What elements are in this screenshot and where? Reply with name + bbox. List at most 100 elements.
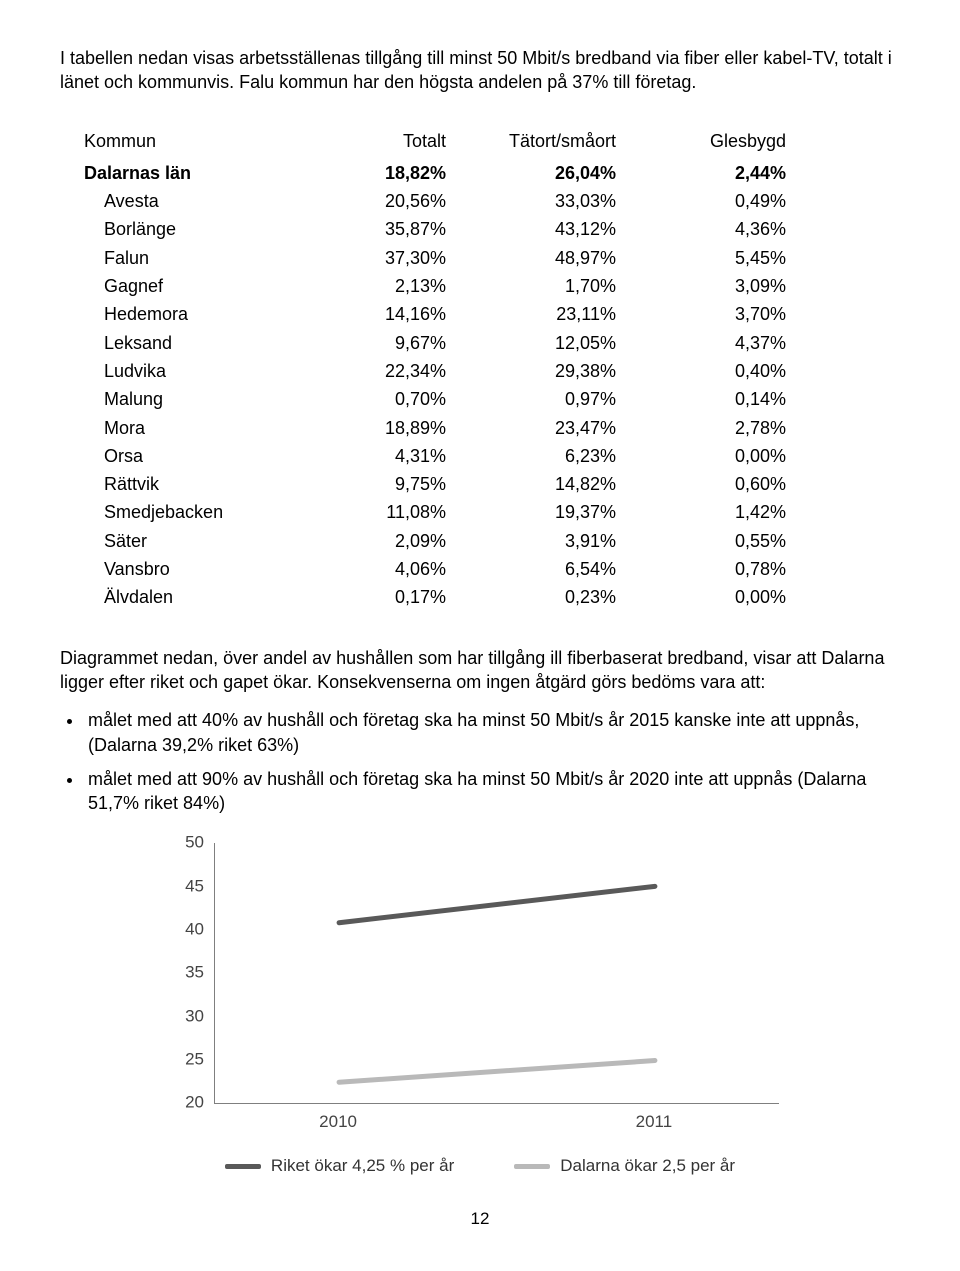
row-value: 35,87% [316, 215, 486, 243]
intro-paragraph: I tabellen nedan visas arbetsställenas t… [60, 46, 900, 95]
row-value: 5,45% [656, 244, 826, 272]
row-value: 23,11% [486, 300, 656, 328]
row-value: 0,14% [656, 385, 826, 413]
row-value: 0,97% [486, 385, 656, 413]
legend-swatch [514, 1164, 550, 1169]
chart-ytick-label: 30 [160, 1005, 204, 1028]
row-value: 48,97% [486, 244, 656, 272]
chart-series-line [339, 887, 655, 923]
legend-item: Dalarna ökar 2,5 per år [514, 1155, 735, 1178]
bullet-item: målet med att 40% av hushåll och företag… [84, 708, 900, 757]
row-value: 0,78% [656, 555, 826, 583]
row-value: 0,49% [656, 187, 826, 215]
chart-xtick-label: 2010 [319, 1111, 357, 1134]
table-header-row: Kommun Totalt Tätort/småort Glesbygd [84, 127, 826, 159]
table-row: Smedjebacken11,08%19,37%1,42% [84, 498, 826, 526]
row-value: 0,00% [656, 583, 826, 611]
row-value: 2,13% [316, 272, 486, 300]
row-value: 0,17% [316, 583, 486, 611]
row-value: 6,23% [486, 442, 656, 470]
table-row: Mora18,89%23,47%2,78% [84, 414, 826, 442]
row-value: 18,89% [316, 414, 486, 442]
row-value: 14,16% [316, 300, 486, 328]
row-value: 33,03% [486, 187, 656, 215]
table-row: Leksand9,67%12,05%4,37% [84, 329, 826, 357]
row-name: Avesta [84, 187, 316, 215]
row-value: 37,30% [316, 244, 486, 272]
row-name: Rättvik [84, 470, 316, 498]
row-value: 9,67% [316, 329, 486, 357]
table-row: Säter2,09%3,91%0,55% [84, 527, 826, 555]
legend-item: Riket ökar 4,25 % per år [225, 1155, 454, 1178]
row-value: 3,91% [486, 527, 656, 555]
row-value: 26,04% [486, 159, 656, 187]
table-row: Orsa4,31%6,23%0,00% [84, 442, 826, 470]
row-value: 0,40% [656, 357, 826, 385]
row-value: 11,08% [316, 498, 486, 526]
row-value: 22,34% [316, 357, 486, 385]
row-value: 23,47% [486, 414, 656, 442]
page-number: 12 [60, 1208, 900, 1231]
row-name: Malung [84, 385, 316, 413]
row-value: 3,09% [656, 272, 826, 300]
row-name: Orsa [84, 442, 316, 470]
legend-label: Riket ökar 4,25 % per år [271, 1155, 454, 1178]
row-value: 12,05% [486, 329, 656, 357]
chart-xtick-label: 2011 [636, 1111, 673, 1134]
col-header: Tätort/småort [486, 127, 656, 159]
bullet-item: målet med att 90% av hushåll och företag… [84, 767, 900, 816]
row-value: 4,36% [656, 215, 826, 243]
row-value: 20,56% [316, 187, 486, 215]
table-row: Hedemora14,16%23,11%3,70% [84, 300, 826, 328]
chart-series-line [339, 1061, 655, 1083]
row-value: 4,37% [656, 329, 826, 357]
row-value: 2,09% [316, 527, 486, 555]
row-value: 0,60% [656, 470, 826, 498]
row-value: 1,70% [486, 272, 656, 300]
chart-ytick-label: 35 [160, 962, 204, 985]
row-value: 6,54% [486, 555, 656, 583]
chart-ytick-label: 25 [160, 1049, 204, 1072]
row-name: Borlänge [84, 215, 316, 243]
row-value: 0,00% [656, 442, 826, 470]
row-name: Vansbro [84, 555, 316, 583]
row-name: Mora [84, 414, 316, 442]
table-row: Avesta20,56%33,03%0,49% [84, 187, 826, 215]
table-row: Rättvik9,75%14,82%0,60% [84, 470, 826, 498]
table-row: Gagnef2,13%1,70%3,09% [84, 272, 826, 300]
row-value: 19,37% [486, 498, 656, 526]
table-row: Borlänge35,87%43,12%4,36% [84, 215, 826, 243]
row-name: Gagnef [84, 272, 316, 300]
col-header: Glesbygd [656, 127, 826, 159]
table-row: Vansbro4,06%6,54%0,78% [84, 555, 826, 583]
row-value: 43,12% [486, 215, 656, 243]
row-value: 2,78% [656, 414, 826, 442]
row-name: Smedjebacken [84, 498, 316, 526]
row-value: 0,70% [316, 385, 486, 413]
row-name: Falun [84, 244, 316, 272]
row-value: 3,70% [656, 300, 826, 328]
row-value: 4,31% [316, 442, 486, 470]
row-name: Älvdalen [84, 583, 316, 611]
legend-label: Dalarna ökar 2,5 per år [560, 1155, 735, 1178]
line-chart: 2025303540455020102011 [160, 843, 800, 1153]
row-value: 2,44% [656, 159, 826, 187]
col-header: Totalt [316, 127, 486, 159]
row-value: 9,75% [316, 470, 486, 498]
broadband-table: Kommun Totalt Tätort/småort Glesbygd Dal… [84, 127, 826, 612]
chart-ytick-label: 45 [160, 875, 204, 898]
row-value: 1,42% [656, 498, 826, 526]
row-value: 29,38% [486, 357, 656, 385]
chart-intro-paragraph: Diagrammet nedan, över andel av hushålle… [60, 646, 900, 695]
row-value: 4,06% [316, 555, 486, 583]
row-name: Säter [84, 527, 316, 555]
row-name: Leksand [84, 329, 316, 357]
table-summary-row: Dalarnas län 18,82% 26,04% 2,44% [84, 159, 826, 187]
chart-ytick-label: 40 [160, 919, 204, 942]
chart-ytick-label: 20 [160, 1092, 204, 1115]
row-name: Ludvika [84, 357, 316, 385]
table-row: Älvdalen0,17%0,23%0,00% [84, 583, 826, 611]
row-name: Hedemora [84, 300, 316, 328]
row-value: 14,82% [486, 470, 656, 498]
table-row: Malung0,70%0,97%0,14% [84, 385, 826, 413]
